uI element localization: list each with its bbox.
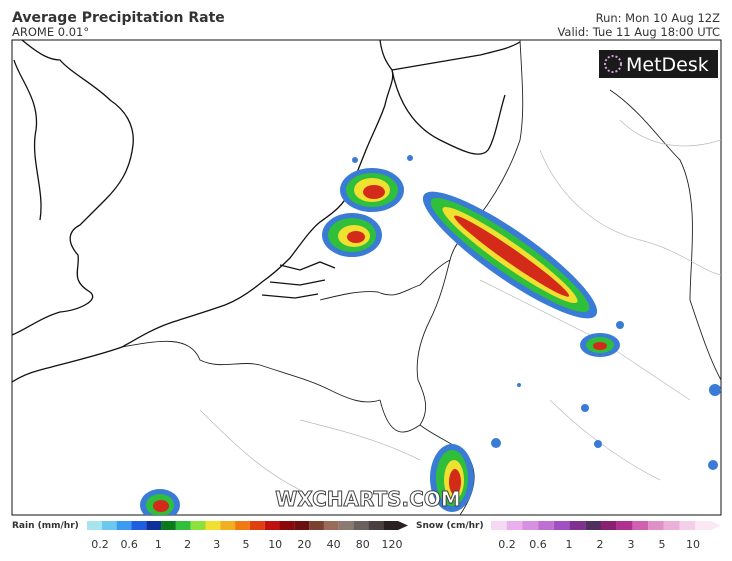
logo-text: MetDesk <box>626 54 709 76</box>
snow-swatch <box>506 521 523 530</box>
snow-swatch <box>585 521 601 530</box>
rain-swatch <box>338 521 354 530</box>
rain-tick-label: 0.2 <box>91 538 109 551</box>
rain-tick-label: 120 <box>382 538 403 551</box>
rain-swatch <box>175 521 191 530</box>
watermark: WXCHARTS.COM <box>275 487 460 511</box>
logo-icon <box>604 55 622 73</box>
rain-swatch <box>116 521 132 530</box>
rain-swatch <box>368 521 384 530</box>
rain-swatch <box>294 521 310 530</box>
rain-swatch <box>383 521 398 530</box>
rain-swatch <box>249 521 265 530</box>
rain-tick-label: 5 <box>243 538 250 551</box>
precip-cell-1 <box>340 168 404 212</box>
snow-swatch <box>522 521 539 530</box>
rain-tick-label: 1 <box>155 538 162 551</box>
legend: Rain (mm/hr) Snow (cm/hr) 0.2 0.6 1 2 3 5 10 20… <box>12 521 721 551</box>
rain-swatch <box>87 521 102 530</box>
precip-specks <box>352 155 721 470</box>
snow-legend-label: Snow (cm/hr) <box>416 521 484 531</box>
rain-swatch <box>101 521 117 530</box>
precip-cell-5 <box>430 444 474 512</box>
precip-cell-2 <box>322 213 382 257</box>
run-time: Run: Mon 10 Aug 12Z <box>596 11 721 25</box>
rain-swatch <box>235 521 250 530</box>
delta <box>261 261 336 299</box>
snow-swatch <box>695 521 711 530</box>
snow-swatch <box>601 521 617 530</box>
rain-swatch <box>131 521 147 530</box>
nl-be-border <box>319 259 451 301</box>
logo-box <box>599 50 718 78</box>
precip-cell-4 <box>140 489 180 515</box>
be-fr-border <box>121 340 381 403</box>
precip-cell-3 <box>580 333 620 357</box>
snow-tick-label: 5 <box>659 538 666 551</box>
snow-tick-label: 3 <box>628 538 635 551</box>
continent-coast <box>12 40 394 383</box>
snow-swatch <box>538 521 554 530</box>
wadden-coast <box>391 41 521 155</box>
rain-swatch <box>146 521 162 530</box>
precip-band <box>422 191 598 319</box>
snow-swatch <box>632 521 649 530</box>
rain-tick-label: 0.6 <box>120 538 138 551</box>
snow-tick-label: 2 <box>597 538 604 551</box>
model-name: AROME 0.01° <box>12 25 89 39</box>
uk-coast <box>12 40 134 336</box>
snow-swatch <box>648 521 664 530</box>
snow-swatch-arrow <box>711 521 721 530</box>
rain-tick-label: 3 <box>213 538 220 551</box>
rain-swatch <box>309 521 324 530</box>
snow-swatch <box>553 521 570 530</box>
snow-swatch <box>616 521 633 530</box>
rain-tick-label: 2 <box>184 538 191 551</box>
rain-swatch <box>220 521 236 530</box>
rain-tick-label: 80 <box>356 538 370 551</box>
precipitation <box>140 155 721 515</box>
rain-swatch <box>205 521 221 530</box>
map: MetDesk WXCHARTS.COM <box>11 39 722 516</box>
valid-time: Valid: Tue 11 Aug 18:00 UTC <box>557 25 720 39</box>
rain-swatch <box>264 521 280 530</box>
de-east <box>609 89 721 381</box>
snow-swatch <box>663 521 680 530</box>
rain-tick-label: 40 <box>327 538 341 551</box>
rain-legend-label: Rain (mm/hr) <box>12 521 79 531</box>
rain-swatch <box>161 521 176 530</box>
uk-inlet <box>13 59 42 221</box>
snow-swatch <box>679 521 696 530</box>
rain-swatch <box>353 521 369 530</box>
snow-tick-label: 10 <box>686 538 700 551</box>
snow-tick-label: 0.2 <box>498 538 516 551</box>
rain-swatch <box>279 521 295 530</box>
rain-swatch-arrow <box>398 521 408 530</box>
rain-tick-label: 20 <box>297 538 311 551</box>
rain-swatch <box>190 521 206 530</box>
snow-swatch <box>491 521 507 530</box>
snow-tick-label: 1 <box>566 538 573 551</box>
rain-tick-label: 10 <box>268 538 282 551</box>
map-title: Average Precipitation Rate <box>12 10 225 26</box>
rain-swatch <box>323 521 339 530</box>
map-frame <box>11 39 722 516</box>
snow-tick-label: 0.6 <box>529 538 547 551</box>
snow-swatch <box>569 521 586 530</box>
